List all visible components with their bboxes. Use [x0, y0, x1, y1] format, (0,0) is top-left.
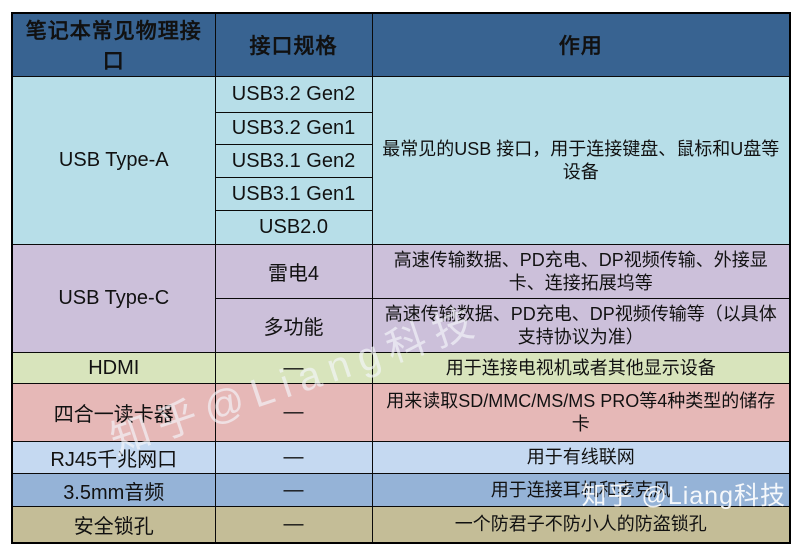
- cell-function-hdmi: 用于连接电视机或者其他显示设备: [371, 352, 791, 384]
- cell-port-security-lock: 安全锁孔: [11, 506, 216, 543]
- header-cell-function: 作用: [371, 12, 791, 77]
- cell-spec-audio-jack: —: [214, 473, 373, 507]
- table-row: USB Type-C 雷电4 高速传输数据、PD充电、DP视频传输、外接显卡、连…: [11, 244, 791, 353]
- cell-function-multifunction: 高速传输数据、PD充电、DP视频传输等（以具体支持协议为准）: [371, 298, 791, 353]
- cell-spec-usb32-gen2: USB3.2 Gen2: [214, 76, 373, 113]
- cell-spec-hdmi: —: [214, 352, 373, 384]
- table-row: USB2.0: [12, 210, 790, 245]
- cell-spec-usb31-gen2: USB3.1 Gen2: [214, 144, 373, 178]
- table-row: 3.5mm音频 — 用于连接耳机和麦克风: [11, 473, 791, 507]
- table-row: 四合一读卡器 — 用来读取SD/MMC/MS/MS PRO等4种类型的储存卡: [11, 383, 791, 442]
- cell-function-rj45: 用于有线联网: [371, 441, 791, 474]
- cell-spec-usb20: USB2.0: [214, 210, 373, 245]
- cell-function-card-reader: 用来读取SD/MMC/MS/MS PRO等4种类型的储存卡: [371, 383, 791, 442]
- cell-function-thunderbolt4: 高速传输数据、PD充电、DP视频传输、外接显卡、连接拓展坞等: [371, 244, 791, 299]
- table-row: USB Type-A USB3.2 Gen2 最常见的USB 接口，用于连接键盘…: [11, 76, 791, 245]
- cell-port-rj45: RJ45千兆网口: [11, 441, 216, 474]
- cell-spec-thunderbolt4: 雷电4: [214, 244, 373, 299]
- table-row: HDMI — 用于连接电视机或者其他显示设备: [11, 352, 791, 384]
- cell-port-audio-jack: 3.5mm音频: [11, 473, 216, 507]
- cell-spec-rj45: —: [214, 441, 373, 474]
- table-row: 多功能 高速传输数据、PD充电、DP视频传输等（以具体支持协议为准）: [12, 298, 791, 353]
- cell-spec-security-lock: —: [214, 506, 373, 543]
- cell-port-usb-type-c: USB Type-C: [11, 244, 216, 353]
- cell-spec-multifunction: 多功能: [214, 298, 373, 353]
- cell-function-usb-type-a: 最常见的USB 接口，用于连接键盘、鼠标和U盘等设备: [371, 76, 791, 245]
- cell-function-audio-jack: 用于连接耳机和麦克风: [371, 473, 791, 507]
- cell-spec-usb31-gen1: USB3.1 Gen1: [214, 177, 373, 211]
- cell-spec-usb32-gen1: USB3.2 Gen1: [214, 112, 373, 145]
- header-cell-port-category: 笔记本常见物理接口: [11, 12, 216, 77]
- table-row: USB3.1 Gen2: [12, 144, 790, 178]
- header-cell-spec: 接口规格: [214, 12, 373, 77]
- cell-port-usb-type-a: USB Type-A: [11, 76, 216, 245]
- table-row: USB3.2 Gen1: [12, 112, 790, 145]
- table-row: 安全锁孔 — 一个防君子不防小人的防盗锁孔: [11, 506, 791, 543]
- table-header-row: 笔记本常见物理接口 接口规格 作用: [11, 12, 791, 77]
- cell-spec-card-reader: —: [214, 383, 373, 442]
- cell-port-hdmi: HDMI: [11, 352, 216, 384]
- cell-function-security-lock: 一个防君子不防小人的防盗锁孔: [371, 506, 791, 543]
- laptop-ports-table: 笔记本常见物理接口 接口规格 作用 USB Type-A USB3.2 Gen2…: [11, 12, 791, 544]
- table-row: RJ45千兆网口 — 用于有线联网: [11, 441, 791, 474]
- cell-port-card-reader: 四合一读卡器: [11, 383, 216, 442]
